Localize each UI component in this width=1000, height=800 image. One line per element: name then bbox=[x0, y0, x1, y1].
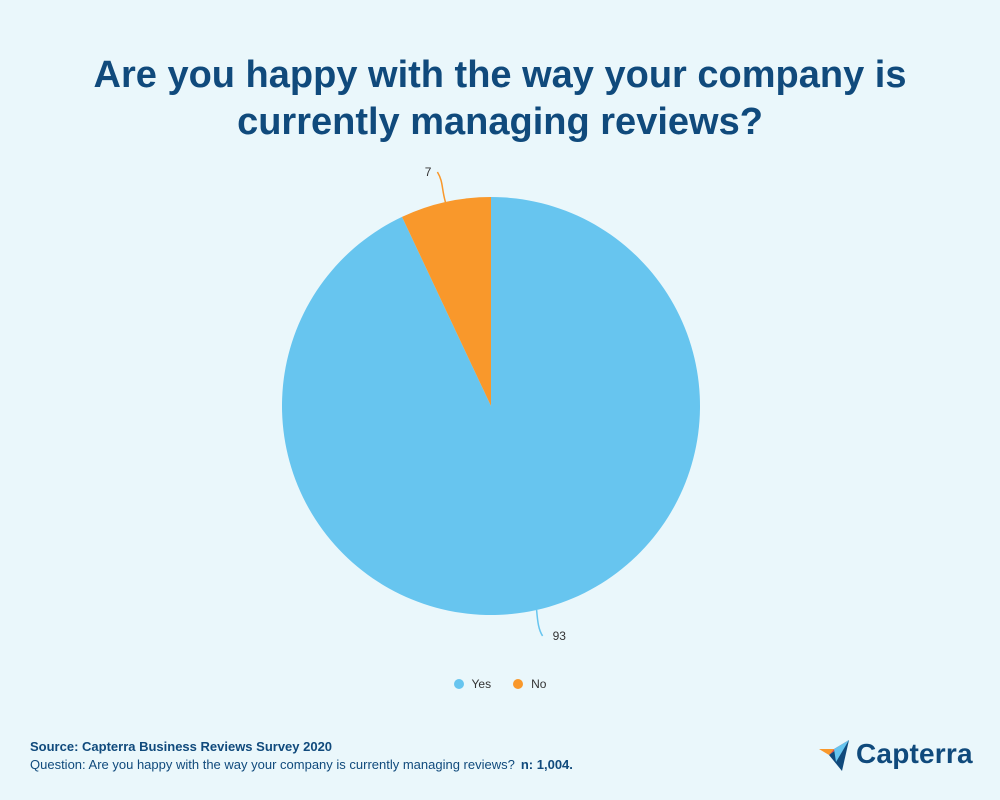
legend-item-yes[interactable]: Yes bbox=[453, 677, 492, 691]
pie-slice-no[interactable] bbox=[402, 197, 491, 406]
pie-chart: 93 7 bbox=[281, 165, 700, 643]
data-label-no: 7 bbox=[425, 165, 432, 179]
sample-size: n: 1,004. bbox=[520, 757, 573, 772]
legend: Yes No bbox=[0, 677, 1000, 691]
logo-text: Capterra bbox=[856, 738, 973, 769]
legend-item-no[interactable]: No bbox=[513, 677, 546, 691]
question-text: Question: Are you happy with the way you… bbox=[30, 757, 573, 772]
legend-swatch-no bbox=[513, 679, 524, 689]
source-text: Source: Capterra Business Reviews Survey… bbox=[30, 739, 333, 754]
question-label: Question: Are you happy with the way you… bbox=[30, 757, 515, 772]
pie-slice-yes[interactable] bbox=[281, 197, 700, 616]
leader-line-no bbox=[436, 171, 447, 203]
capterra-logo-icon bbox=[819, 740, 849, 771]
capterra-logo[interactable]: Capterra bbox=[818, 737, 973, 771]
chart-title: Are you happy with the way your company … bbox=[93, 54, 907, 143]
legend-label-no: No bbox=[531, 677, 547, 691]
data-label-yes: 93 bbox=[553, 629, 567, 643]
legend-label-yes: Yes bbox=[471, 677, 492, 691]
leader-line-yes bbox=[535, 609, 544, 637]
legend-swatch-yes bbox=[453, 679, 464, 689]
